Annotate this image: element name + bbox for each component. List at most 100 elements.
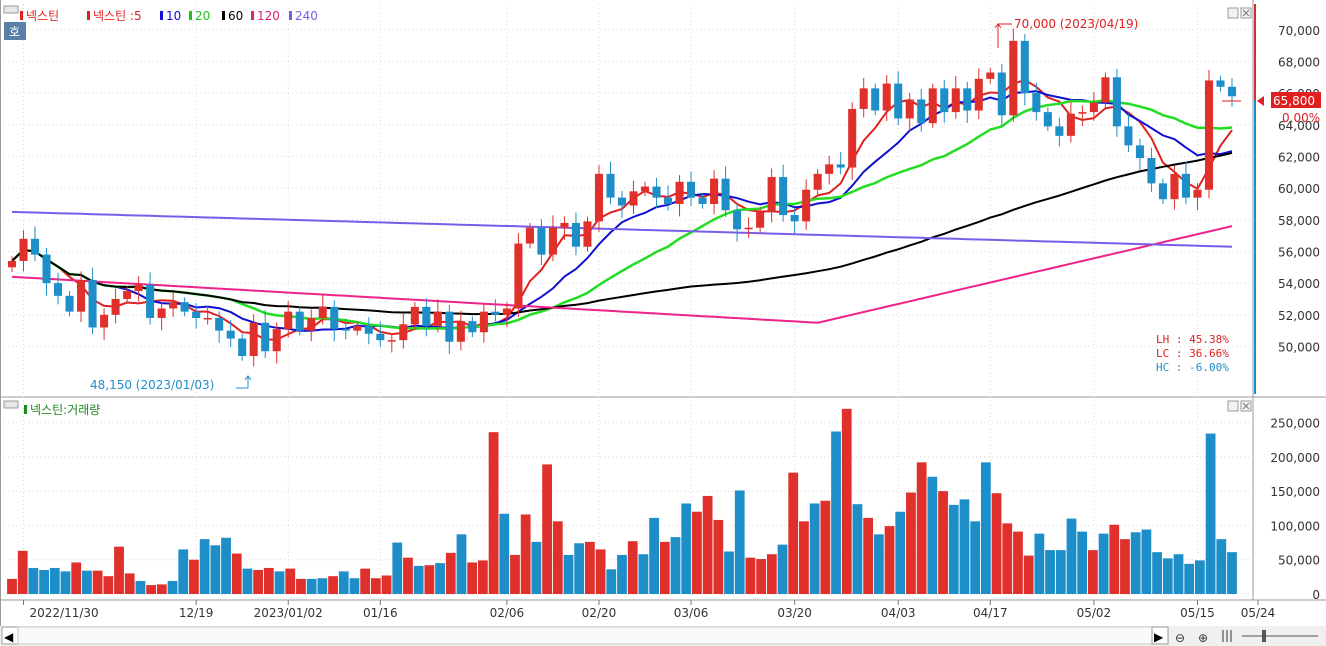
volume-bar: [392, 542, 403, 594]
candle-body: [640, 186, 650, 192]
volume-bar: [328, 576, 338, 594]
zoom-out-icon[interactable]: ⊖: [1175, 631, 1185, 645]
low-annotation: 48,150 (2023/01/03): [90, 375, 252, 392]
volume-bar: [948, 504, 959, 594]
volume-bar: [253, 570, 264, 594]
candle-body: [249, 322, 258, 356]
volume-bar: [1184, 563, 1195, 594]
volume-bar: [734, 490, 745, 594]
candle-body: [1204, 80, 1214, 190]
volume-bar: [1120, 539, 1130, 594]
volume-tick-label: 100,000: [1270, 519, 1320, 533]
volume-bar: [1173, 554, 1184, 594]
ma120-line: [11, 225, 1233, 324]
volume-bar: [831, 431, 841, 594]
ho-label: 호: [9, 25, 20, 39]
volume-bar: [873, 534, 884, 594]
volume-legend-box-icon[interactable]: [3, 400, 19, 409]
volume-bar: [552, 521, 563, 594]
candle-body: [226, 330, 235, 339]
price-tick-label: 54,000: [1278, 277, 1320, 291]
zoom-slider-handle[interactable]: [1262, 630, 1266, 642]
legend-volume[interactable]: 넥스틴:거래량: [30, 403, 100, 417]
ma60-line: [11, 151, 1233, 316]
price-tick-label: 58,000: [1278, 214, 1320, 228]
volume-bar: [103, 576, 114, 594]
volume-bar: [927, 476, 938, 594]
volume-bar: [178, 549, 189, 594]
volume-bar: [938, 491, 948, 594]
restore-icon[interactable]: [1227, 400, 1239, 412]
close-icon-x: [1242, 402, 1250, 410]
candle-body: [767, 177, 776, 212]
date-tick-label: 12/19: [179, 606, 214, 620]
volume-axis-ticks: 250,000 200,000 150,000 100,000 50,000 0: [1270, 417, 1320, 602]
volume-bar: [1023, 555, 1034, 594]
volume-bar: [692, 511, 702, 594]
bars-icon[interactable]: [1222, 630, 1232, 642]
volume-bar: [959, 499, 970, 594]
date-tick-label: 05/02: [1077, 606, 1112, 620]
candle-body: [157, 308, 166, 318]
legend-ma240[interactable]: 240: [295, 9, 318, 23]
legend-ma120[interactable]: 120: [257, 9, 280, 23]
volume-tick-label: 50,000: [1278, 554, 1320, 568]
candle-body: [410, 306, 419, 325]
candle-body: [629, 191, 638, 206]
volume-bar: [467, 562, 478, 594]
restore-icon[interactable]: [1227, 7, 1239, 19]
legend-ma10[interactable]: 10: [166, 9, 181, 23]
candle-body: [54, 283, 63, 296]
volume-bar: [231, 553, 242, 594]
stat-hc: HC : -6.00%: [1156, 361, 1229, 374]
legend-box-icon[interactable]: [3, 5, 19, 14]
volume-bar: [1034, 533, 1045, 594]
candle-body: [468, 321, 477, 333]
ma240-line: [11, 210, 1233, 248]
volume-bar: [1162, 558, 1173, 594]
candle-body: [1078, 112, 1087, 114]
candle-body: [594, 173, 604, 222]
legend-ma60[interactable]: 60: [228, 9, 243, 23]
candle-body: [1227, 86, 1237, 97]
candle-body: [825, 164, 834, 174]
candle-body: [445, 311, 454, 342]
price-tick-label: 60,000: [1278, 182, 1320, 196]
candle-body: [111, 298, 120, 315]
candle-body: [479, 311, 488, 333]
candle-body: [146, 284, 155, 318]
scroll-right-button[interactable]: [1151, 626, 1169, 645]
legend-ma5[interactable]: 넥스틴 :5: [93, 9, 142, 23]
volume-bar: [445, 552, 456, 594]
low-label: 48,150 (2023/01/03): [90, 378, 214, 392]
volume-bar: [788, 472, 799, 594]
candle-body: [905, 99, 914, 119]
legend-price[interactable]: 넥스틴: [26, 9, 59, 23]
volume-bar: [1055, 550, 1066, 594]
date-tick-label: 01/16: [363, 606, 398, 620]
legend-ma20[interactable]: 20: [195, 9, 210, 23]
volume-bar: [360, 568, 371, 594]
candle-body: [1089, 102, 1098, 113]
candle-body: [848, 108, 857, 168]
candle-body: [1158, 183, 1167, 200]
candle-body: [169, 302, 178, 309]
date-axis-ticks: 2022/11/30 12/19 2023/01/02 01/16 02/06 02/20…: [23, 600, 1275, 620]
volume-tick-label: 0: [1312, 588, 1320, 602]
ho-button[interactable]: [4, 22, 26, 40]
zoom-in-icon[interactable]: ⊕: [1198, 631, 1208, 645]
candle-body: [1124, 126, 1133, 146]
candle-body: [502, 308, 511, 315]
candle-body: [813, 173, 822, 190]
volume-bar: [542, 464, 552, 594]
candle-body: [525, 227, 534, 244]
date-tick-label: 02/20: [582, 606, 617, 620]
volume-bar: [841, 408, 852, 594]
candle-body: [192, 311, 201, 318]
left-arrow-icon: ◀: [4, 630, 14, 644]
volume-bar: [702, 495, 713, 594]
volume-bar: [724, 551, 734, 594]
date-tick-label: 05/15: [1180, 606, 1215, 620]
horizontal-scrollbar-track[interactable]: [17, 626, 1153, 645]
candle-body: [963, 88, 972, 111]
